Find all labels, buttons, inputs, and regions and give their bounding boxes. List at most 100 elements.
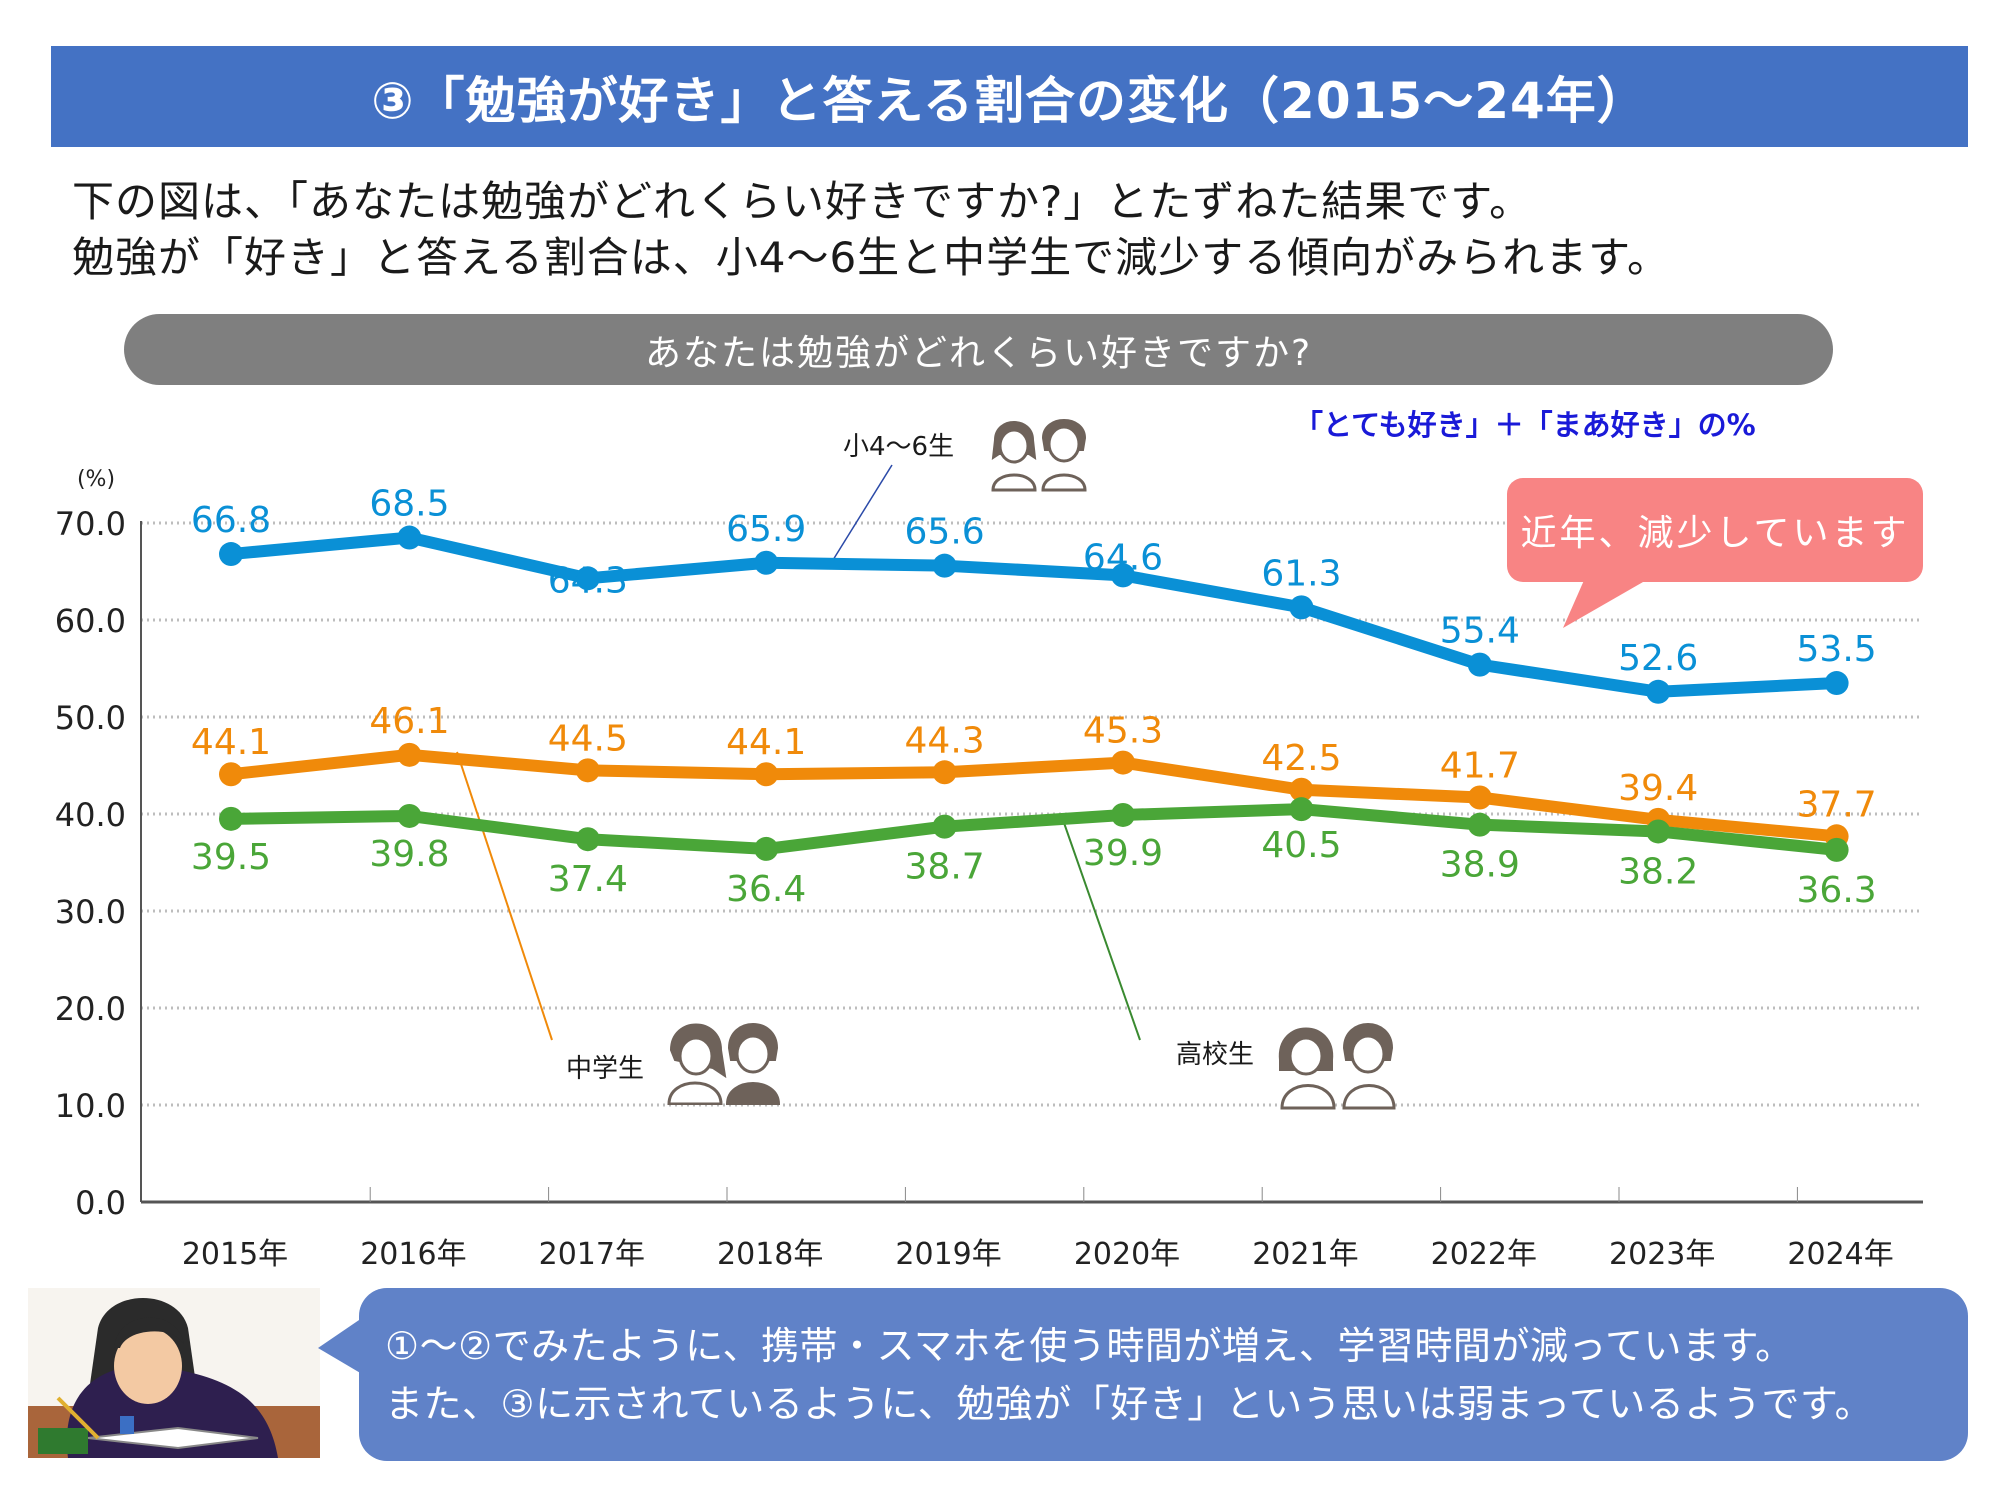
data-point-high_school — [932, 814, 957, 839]
data-label-high_school: 38.2 — [1618, 851, 1698, 892]
data-label-high_school: 38.7 — [905, 847, 985, 888]
y-axis-unit-label: (%) — [77, 467, 115, 492]
leader-line-high-school — [1062, 819, 1141, 1041]
y-tick-label: 10.0 — [55, 1087, 126, 1125]
data-point-junior_high — [1111, 750, 1135, 775]
summary-message-bubble: ①〜②でみたように、携帯・スマホを使う時間が増え、学習時間が減っています。 また… — [359, 1288, 1968, 1461]
y-tick-label: 70.0 — [55, 505, 126, 543]
y-tick-label: 0.0 — [75, 1184, 126, 1222]
series-label-junior-high: 中学生 — [566, 1054, 645, 1084]
legend-note: 「とても好き」＋「まあ好き」の% — [1294, 408, 1756, 442]
junior-high-students-icon — [667, 1023, 780, 1105]
x-tick-label: 2015年 — [182, 1237, 288, 1272]
x-tick-label: 2018年 — [717, 1237, 823, 1272]
x-tick-label: 2022年 — [1431, 1237, 1537, 1272]
data-point-junior_high — [1289, 777, 1314, 802]
y-tick-label: 30.0 — [55, 893, 126, 931]
data-label-high_school: 39.8 — [369, 834, 449, 875]
leader-line-elementary — [832, 464, 893, 561]
data-point-elementary — [1289, 595, 1314, 620]
series-label-elementary: 小4〜6生 — [843, 432, 955, 462]
data-label-junior_high: 46.1 — [369, 701, 449, 742]
data-label-junior_high: 42.5 — [1261, 738, 1341, 779]
data-point-high_school — [397, 803, 422, 828]
summary-line-1: ①〜②でみたように、携帯・スマホを使う時間が増え、学習時間が減っています。 — [385, 1323, 1794, 1368]
data-point-high_school — [1289, 797, 1314, 822]
series-label-high-school: 高校生 — [1176, 1040, 1255, 1070]
x-tick-label: 2020年 — [1074, 1237, 1180, 1272]
data-label-junior_high: 41.7 — [1440, 746, 1520, 787]
data-point-elementary — [932, 553, 957, 578]
data-point-elementary — [1111, 563, 1135, 588]
y-tick-label: 60.0 — [55, 602, 126, 640]
data-label-high_school: 39.5 — [191, 837, 271, 878]
section-title-banner: ③「勉強が好き」と答える割合の変化（2015〜24年） — [51, 46, 1968, 147]
x-tick-label: 2024年 — [1787, 1237, 1893, 1272]
data-point-elementary — [754, 550, 779, 575]
data-label-elementary: 52.6 — [1618, 638, 1698, 679]
data-label-junior_high: 44.1 — [726, 722, 806, 763]
data-label-high_school: 37.4 — [548, 859, 628, 900]
data-point-elementary — [575, 566, 600, 591]
data-point-high_school — [575, 827, 600, 852]
x-tick-label: 2021年 — [1252, 1237, 1358, 1272]
sleeping-student-illustration — [28, 1288, 320, 1458]
data-label-high_school: 38.9 — [1440, 845, 1520, 886]
data-point-junior_high — [754, 762, 779, 787]
data-point-high_school — [1111, 802, 1135, 827]
data-label-elementary: 53.5 — [1797, 629, 1877, 670]
data-point-junior_high — [575, 758, 600, 783]
series-line-junior_high — [230, 748, 1838, 843]
data-point-junior_high — [397, 742, 422, 767]
data-point-elementary — [1824, 671, 1849, 696]
x-tick-label: 2017年 — [539, 1237, 645, 1272]
data-label-high_school: 39.9 — [1083, 833, 1163, 874]
data-label-junior_high: 44.3 — [905, 720, 985, 761]
high-school-students-icon — [1278, 1023, 1396, 1110]
data-label-elementary: 61.3 — [1261, 553, 1341, 594]
data-point-high_school — [754, 836, 779, 861]
data-point-high_school — [1824, 837, 1849, 862]
survey-question-text: あなたは勉強がどれくらい好きですか? — [644, 332, 1313, 374]
y-tick-label: 40.0 — [55, 796, 126, 834]
data-point-junior_high — [1467, 785, 1492, 810]
x-tick-label: 2019年 — [895, 1237, 1001, 1272]
data-label-elementary: 64.6 — [1083, 537, 1163, 578]
intro-line-1: 下の図は、「あなたは勉強がどれくらい好きですか?」とたずねた結果です。 — [72, 177, 1533, 226]
data-label-elementary: 68.5 — [369, 484, 449, 525]
data-point-high_school — [219, 806, 243, 831]
data-point-elementary — [397, 525, 422, 550]
x-tick-label: 2023年 — [1609, 1237, 1715, 1272]
data-label-junior_high: 45.3 — [1083, 711, 1163, 752]
intro-line-2: 勉強が「好き」と答える割合は、小4〜6生と中学生で減少する傾向がみられます。 — [72, 233, 1670, 282]
leader-line-junior-high — [456, 751, 553, 1041]
callout-tail — [1563, 578, 1650, 628]
data-point-elementary — [1646, 679, 1671, 704]
data-label-high_school: 36.3 — [1797, 870, 1877, 911]
data-label-junior_high: 44.5 — [548, 718, 628, 759]
data-point-high_school — [1467, 812, 1492, 837]
data-label-high_school: 36.4 — [726, 869, 806, 910]
data-label-elementary: 65.6 — [905, 512, 985, 553]
y-tick-label: 20.0 — [55, 990, 126, 1028]
data-label-junior_high: 39.4 — [1618, 768, 1698, 809]
data-label-junior_high: 37.7 — [1797, 784, 1877, 825]
survey-question-pill: あなたは勉強がどれくらい好きですか? — [124, 314, 1833, 385]
message-bubble-tail — [318, 1318, 362, 1374]
data-point-junior_high — [932, 760, 957, 785]
data-point-junior_high — [219, 762, 243, 787]
data-point-high_school — [1646, 819, 1671, 844]
data-label-elementary: 66.8 — [191, 500, 271, 541]
summary-line-2: また、③に示されているように、勉強が「好き」という思いは弱まっているようです。 — [385, 1381, 1874, 1426]
data-label-junior_high: 44.1 — [191, 722, 271, 763]
data-label-elementary: 64.3 — [548, 560, 628, 601]
callout-text: 近年、減少しています — [1520, 513, 1910, 554]
section-title: ③「勉強が好き」と答える割合の変化（2015〜24年） — [371, 71, 1648, 130]
data-label-elementary: 55.4 — [1440, 611, 1520, 652]
data-point-elementary — [1467, 652, 1492, 677]
series-line-high_school — [230, 803, 1838, 856]
elementary-students-icon — [991, 419, 1087, 492]
x-tick-label: 2016年 — [360, 1237, 466, 1272]
series-line-elementary — [230, 531, 1837, 698]
